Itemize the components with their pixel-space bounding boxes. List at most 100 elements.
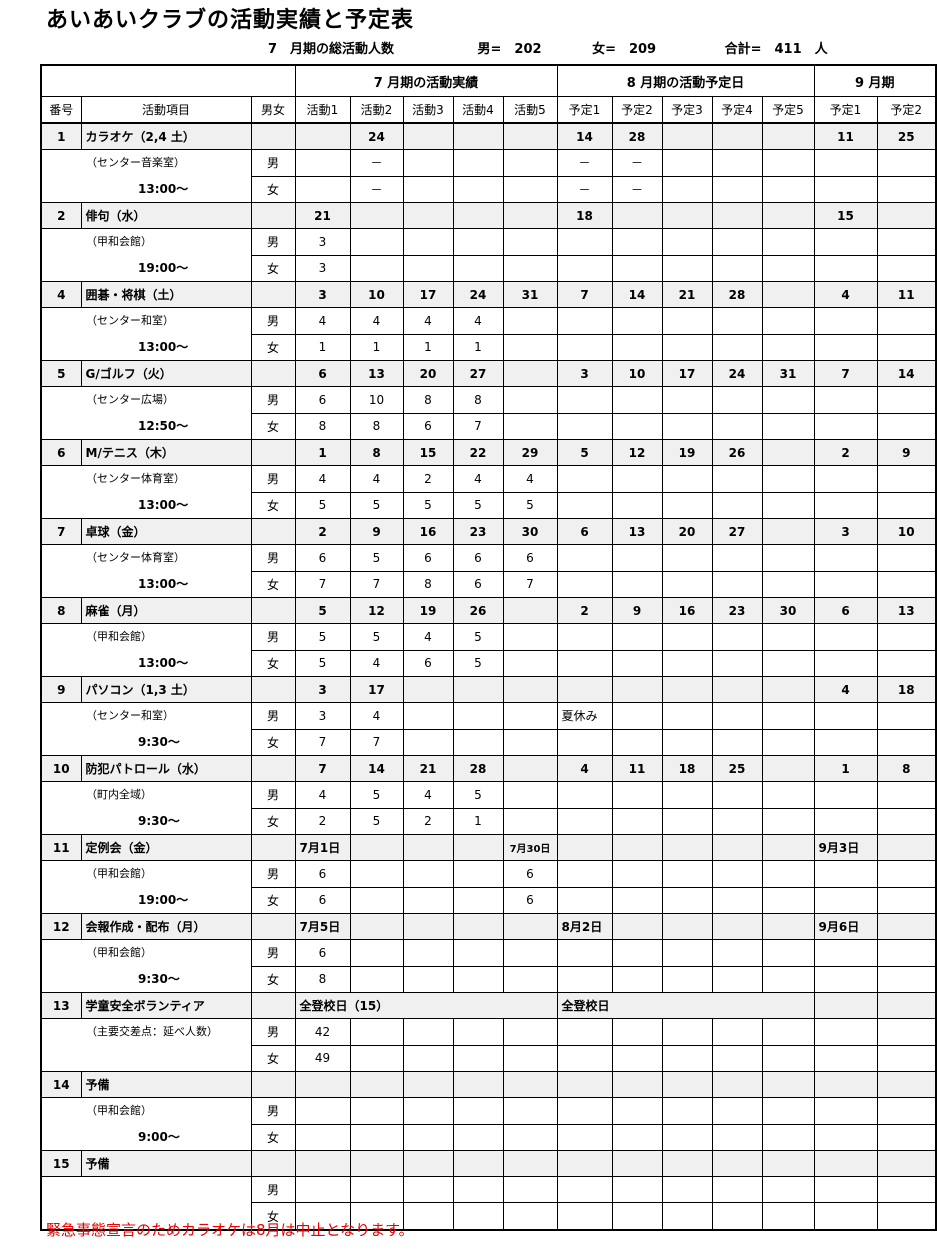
male-count-cell: 5	[349, 544, 404, 572]
schedule-cell: 16	[661, 597, 713, 624]
male-count-cell	[711, 1175, 763, 1204]
female-count-cell	[402, 254, 454, 282]
column-header: 男女	[250, 96, 296, 124]
male-count-cell: 4	[402, 623, 454, 651]
female-count-cell	[556, 728, 613, 756]
male-count-cell: 4	[294, 465, 351, 493]
female-count-cell	[661, 570, 713, 598]
male-count-cell	[813, 781, 878, 809]
schedule-cell	[402, 913, 454, 940]
schedule-cell: 2	[556, 597, 613, 624]
schedule-cell: 13	[611, 518, 663, 545]
male-count-cell	[661, 149, 713, 177]
female-count-cell	[452, 886, 504, 914]
summary-male: 男= 202	[477, 42, 542, 57]
column-header: 活動2	[349, 96, 404, 124]
summary-line: 7 月期の総活動人数 男= 202 女= 209 合計= 411 人	[268, 38, 828, 57]
male-count-cell	[813, 307, 878, 335]
female-count-row: 女	[41, 1202, 937, 1231]
schedule-cell	[876, 834, 937, 861]
schedule-cell	[452, 1071, 504, 1098]
gender-label: 男	[250, 228, 296, 256]
schedule-cell	[761, 913, 815, 940]
female-count-cell	[711, 333, 763, 361]
schedule-cell: 13	[349, 360, 404, 387]
schedule-cell	[402, 676, 454, 703]
schedule-cell	[711, 913, 763, 940]
male-count-cell	[876, 860, 937, 888]
female-count-cell	[813, 491, 878, 519]
schedule-cell: 16	[402, 518, 454, 545]
activity-name: 囲碁・将棋（土）	[80, 281, 252, 308]
male-count-cell: 6	[294, 860, 351, 888]
female-count-cell: －	[611, 175, 663, 203]
schedule-cell: 6	[813, 597, 878, 624]
schedule-cell	[349, 1071, 404, 1098]
female-count-cell: 1	[402, 333, 454, 361]
male-count-cell: 4	[349, 465, 404, 493]
activity-row: 11 定例会（金） 7月1日 7月30日 9月3日	[40, 834, 937, 861]
male-count-cell	[711, 1018, 763, 1046]
gender-label: 女	[250, 886, 296, 914]
schedule-cell	[761, 834, 815, 861]
male-count-cell	[661, 1018, 713, 1046]
male-count-cell	[556, 307, 613, 335]
schedule-cell: 25	[876, 122, 937, 150]
female-count-cell	[761, 649, 815, 677]
male-count-cell	[661, 544, 713, 572]
male-count-cell	[876, 544, 937, 572]
male-count-cell	[876, 1018, 937, 1046]
schedule-cell	[502, 597, 558, 624]
schedule-cell	[876, 1071, 937, 1098]
activity-name: 会報作成・配布（月）	[80, 913, 252, 940]
schedule-cell: 12	[349, 597, 404, 624]
female-count-cell: 8	[402, 570, 454, 598]
gender-cell-blank	[250, 755, 296, 782]
schedule-cell	[402, 1150, 454, 1177]
schedule-cell: 24	[349, 122, 404, 150]
schedule-cell	[294, 122, 351, 150]
female-count-cell	[661, 965, 713, 993]
activity-row: 14 予備	[40, 1071, 937, 1098]
activity-place: （センター和室）	[86, 709, 174, 722]
female-count-cell	[876, 175, 937, 203]
schedule-cell	[556, 676, 613, 703]
schedule-cell: 26	[711, 439, 763, 466]
male-count-row: （センター和室） 9:30～ 男 3 4 夏休み	[40, 702, 937, 756]
schedule-cell: 24	[452, 281, 504, 308]
schedule-cell	[661, 676, 713, 703]
schedule-cell: 21	[294, 202, 351, 229]
male-count-cell	[761, 465, 815, 493]
schedule-cell: 25	[711, 755, 763, 782]
female-count-cell	[611, 254, 663, 282]
female-count-cell	[556, 965, 613, 993]
gender-label: 男	[250, 149, 296, 177]
schedule-cell: 20	[402, 360, 454, 387]
female-count-cell	[402, 1044, 454, 1072]
male-count-cell	[876, 939, 937, 967]
male-count-row: （甲和会館） 9:00～ 男	[40, 1097, 937, 1151]
schedule-cell	[556, 834, 613, 861]
male-count-cell	[402, 149, 454, 177]
female-count-cell	[761, 886, 815, 914]
column-header: 予定2	[876, 96, 937, 124]
schedule-cell: 27	[452, 360, 504, 387]
activity-number: 2	[40, 202, 82, 229]
female-count-cell	[556, 254, 613, 282]
female-count-cell	[813, 254, 878, 282]
male-count-cell	[502, 149, 558, 177]
male-count-cell	[556, 860, 613, 888]
schedule-cell: 7月30日	[502, 834, 558, 861]
female-count-cell	[349, 1123, 404, 1151]
female-count-cell	[556, 412, 613, 440]
male-count-cell	[349, 939, 404, 967]
female-count-cell	[452, 965, 504, 993]
female-count-cell	[711, 491, 763, 519]
schedule-cell	[876, 1150, 937, 1177]
activity-name: 学童安全ボランティア	[80, 992, 252, 1019]
female-count-cell	[556, 1123, 613, 1151]
column-header: 活動1	[294, 96, 351, 124]
gender-label: 女	[250, 175, 296, 203]
activity-place: （センター広場）	[86, 393, 174, 406]
